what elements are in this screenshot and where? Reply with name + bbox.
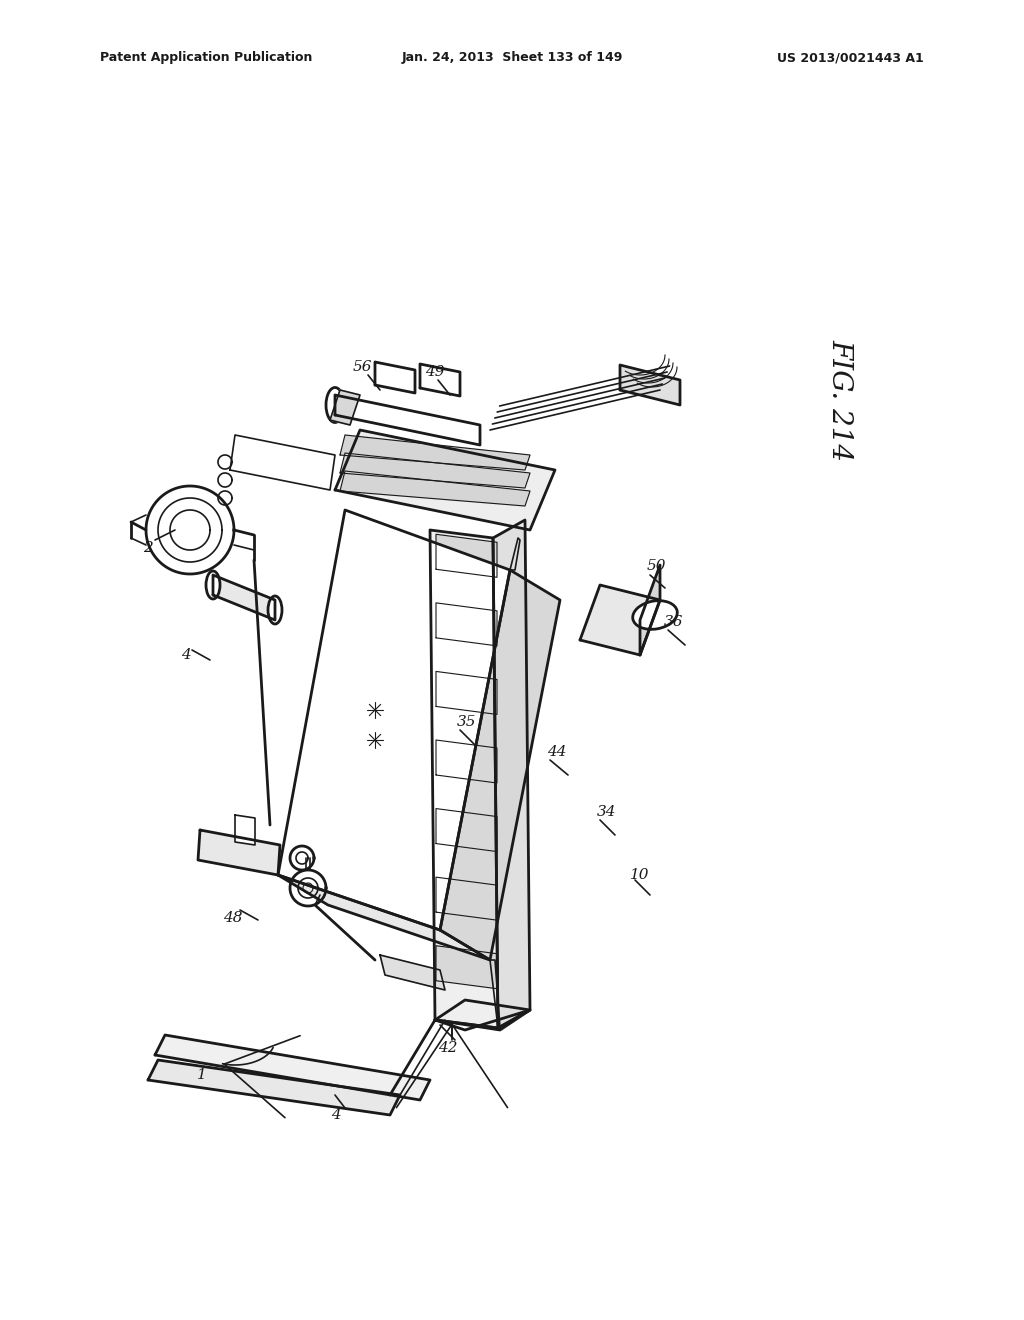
Polygon shape [640, 565, 660, 655]
Polygon shape [340, 436, 530, 470]
Polygon shape [430, 531, 498, 1028]
Text: 10: 10 [630, 869, 650, 882]
Polygon shape [335, 395, 480, 445]
Polygon shape [230, 436, 335, 490]
Polygon shape [148, 1060, 400, 1115]
Polygon shape [440, 570, 560, 960]
Text: 42: 42 [438, 1041, 458, 1055]
Text: 48: 48 [223, 911, 243, 925]
Text: 4: 4 [331, 1107, 341, 1122]
Text: 1: 1 [198, 1068, 207, 1082]
Polygon shape [435, 1001, 530, 1030]
Text: FIG. 214: FIG. 214 [826, 339, 853, 461]
Polygon shape [436, 878, 497, 920]
Polygon shape [436, 535, 497, 577]
Polygon shape [493, 520, 530, 1028]
Text: 49: 49 [425, 366, 444, 379]
Ellipse shape [633, 601, 677, 630]
Polygon shape [340, 471, 530, 506]
Text: 35: 35 [458, 715, 477, 729]
Text: US 2013/0021443 A1: US 2013/0021443 A1 [777, 51, 924, 65]
Text: 34: 34 [597, 805, 616, 818]
Polygon shape [436, 809, 497, 851]
Polygon shape [198, 830, 280, 875]
Text: 4: 4 [181, 648, 190, 663]
Polygon shape [278, 510, 510, 931]
Polygon shape [234, 814, 255, 845]
Polygon shape [580, 585, 660, 655]
Polygon shape [278, 875, 490, 960]
Polygon shape [340, 453, 530, 488]
Text: 44: 44 [547, 744, 566, 759]
Text: Jan. 24, 2013  Sheet 133 of 149: Jan. 24, 2013 Sheet 133 of 149 [401, 51, 623, 65]
Polygon shape [213, 576, 275, 620]
Polygon shape [436, 672, 497, 714]
Polygon shape [380, 954, 445, 990]
Ellipse shape [206, 572, 220, 599]
Text: 36: 36 [665, 615, 684, 630]
Text: 56: 56 [352, 360, 372, 374]
Polygon shape [436, 603, 497, 645]
Ellipse shape [268, 597, 282, 624]
Polygon shape [155, 1035, 430, 1100]
Text: 2: 2 [143, 541, 153, 554]
Text: Patent Application Publication: Patent Application Publication [100, 51, 312, 65]
Text: 50: 50 [646, 558, 666, 573]
Polygon shape [436, 945, 497, 989]
Polygon shape [620, 366, 680, 405]
Polygon shape [330, 389, 360, 425]
Polygon shape [436, 741, 497, 783]
Polygon shape [335, 430, 555, 531]
